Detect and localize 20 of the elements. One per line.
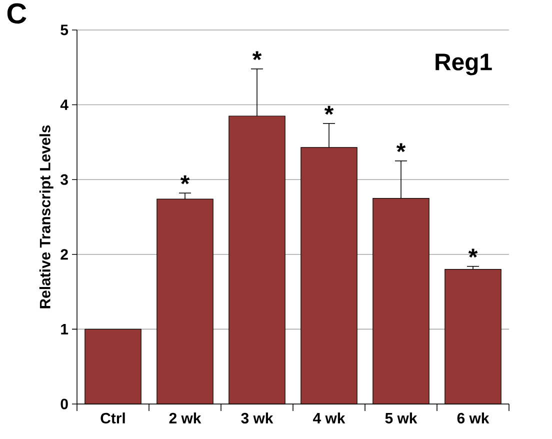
x-tick-label: 4 wk (313, 412, 346, 424)
annotation: * (252, 51, 262, 60)
text: Reg1 (436, 54, 492, 76)
y-tick-label: 5 (60, 24, 68, 36)
annotation: * (180, 175, 190, 184)
y-tick-label: 2 (60, 249, 68, 260)
y-tick-label: 3 (60, 174, 68, 185)
y-tick-label: 1 (61, 324, 68, 334)
y-tick-label: 4 (60, 100, 68, 110)
y-tick-label: 0 (60, 398, 68, 410)
x-tick-label: 6 wk (457, 412, 490, 424)
annotation: * (468, 248, 478, 258)
annotation: * (324, 106, 334, 115)
x-tick-label: 5 wk (385, 412, 418, 424)
x-tick-label: 2 wk (169, 412, 202, 424)
x-tick-label: Ctrl (100, 412, 125, 424)
text: C (7, 3, 26, 24)
annotation: * (396, 143, 406, 152)
x-tick-label: 3 wk (241, 412, 274, 424)
y-axis-title: Relative Transcript Levels (39, 125, 54, 308)
